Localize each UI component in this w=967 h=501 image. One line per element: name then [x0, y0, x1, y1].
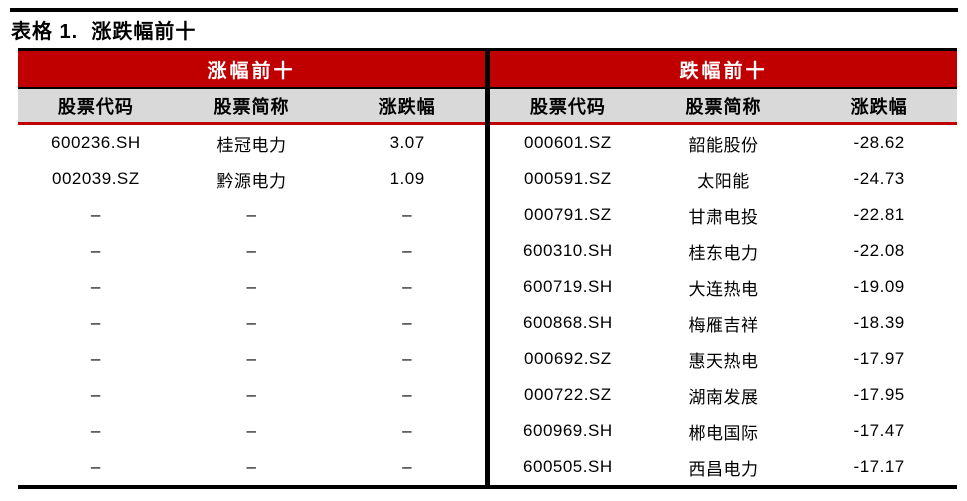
stock-name-cell: 韶能股份	[688, 135, 759, 155]
subtable-divider	[485, 51, 490, 485]
stock-code-cell: –	[90, 421, 101, 440]
stock-name-cell: –	[246, 421, 257, 440]
stock-code-cell: 600719.SH	[523, 277, 613, 296]
losers-column-header-row: 股票代码 股票简称 涨跌幅	[490, 89, 957, 125]
stock-name-cell: –	[246, 313, 257, 332]
stock-name-cell: –	[246, 457, 257, 476]
change-cell: –	[402, 277, 413, 296]
losers-group-header: 跌幅前十	[490, 51, 957, 89]
stock-name-cell: –	[246, 277, 257, 296]
table-row: 600505.SH 西昌电力 -17.17	[490, 449, 957, 485]
stock-code-cell: 600868.SH	[523, 313, 613, 332]
table-row: 000591.SZ 太阳能 -24.73	[490, 161, 957, 197]
losers-rows: 000601.SZ 韶能股份 -28.62 000591.SZ 太阳能 -24.73 000…	[490, 125, 957, 485]
stock-code-cell: 600505.SH	[523, 457, 613, 476]
stock-code-cell: 600969.SH	[523, 421, 613, 440]
change-cell: 1.09	[389, 169, 425, 188]
change-cell: -28.62	[853, 133, 905, 152]
stock-name-cell: –	[246, 349, 257, 368]
table-row: 000692.SZ 惠天热电 -17.97	[490, 341, 957, 377]
change-cell: -22.81	[853, 205, 905, 224]
table-row: – – –	[18, 341, 485, 377]
losers-column-header-change: 涨跌幅	[850, 96, 908, 117]
stock-name-cell: 太阳能	[697, 171, 750, 191]
stock-name-cell: –	[246, 385, 257, 404]
stock-code-cell: 600310.SH	[523, 241, 613, 260]
change-cell: -17.17	[853, 457, 905, 476]
table-row: 000601.SZ 韶能股份 -28.62	[490, 125, 957, 161]
change-cell: –	[402, 349, 413, 368]
table-row: – – –	[18, 449, 485, 485]
change-cell: -19.09	[853, 277, 905, 296]
losers-subtable: 跌幅前十 股票代码 股票简称 涨跌幅 000601.SZ 韶能股份 -28.62 00…	[490, 51, 957, 485]
gainers-column-header-code: 股票代码	[57, 96, 134, 117]
gainers-rows: 600236.SH 桂冠电力 3.07 002039.SZ 黔源电力 1.09 – – – – – –…	[18, 125, 485, 485]
stock-name-cell: –	[246, 205, 257, 224]
change-cell: -17.97	[853, 349, 905, 368]
gainers-losers-table: 涨幅前十 股票代码 股票简称 涨跌幅 600236.SH 桂冠电力 3.07 0020…	[18, 48, 957, 489]
table-row: – – –	[18, 197, 485, 233]
stock-code-cell: –	[90, 205, 101, 224]
stock-name-cell: 桂冠电力	[216, 135, 287, 155]
table-row: 600236.SH 桂冠电力 3.07	[18, 125, 485, 161]
stock-code-cell: 002039.SZ	[51, 169, 140, 188]
change-cell: –	[402, 241, 413, 260]
table-row: 600310.SH 桂东电力 -22.08	[490, 233, 957, 269]
table-row: – – –	[18, 413, 485, 449]
stock-code-cell: 000591.SZ	[523, 169, 612, 188]
stock-code-cell: 000722.SZ	[523, 385, 612, 404]
change-cell: -18.39	[853, 313, 905, 332]
stock-code-cell: 000601.SZ	[523, 133, 612, 152]
change-cell: –	[402, 457, 413, 476]
stock-name-cell: 郴电国际	[688, 423, 759, 443]
table-row: – – –	[18, 305, 485, 341]
stock-code-cell: –	[90, 457, 101, 476]
table-row: 600868.SH 梅雁吉祥 -18.39	[490, 305, 957, 341]
change-cell: 3.07	[389, 133, 425, 152]
gainers-column-header-name: 股票简称	[213, 96, 290, 117]
stock-name-cell: 黔源电力	[216, 171, 287, 191]
stock-name-cell: 梅雁吉祥	[688, 315, 759, 335]
losers-column-header-code: 股票代码	[529, 96, 606, 117]
gainers-column-header-row: 股票代码 股票简称 涨跌幅	[18, 89, 485, 125]
stock-name-cell: –	[246, 241, 257, 260]
change-cell: –	[402, 205, 413, 224]
stock-code-cell: –	[90, 241, 101, 260]
stock-name-cell: 惠天热电	[688, 351, 759, 371]
losers-column-header-name: 股票简称	[685, 96, 762, 117]
gainers-subtable: 涨幅前十 股票代码 股票简称 涨跌幅 600236.SH 桂冠电力 3.07 0020…	[18, 51, 485, 485]
table-row: – – –	[18, 233, 485, 269]
table-row: 002039.SZ 黔源电力 1.09	[18, 161, 485, 197]
gainers-group-header: 涨幅前十	[18, 51, 485, 89]
table-row: 000791.SZ 甘肃电投 -22.81	[490, 197, 957, 233]
stock-code-cell: –	[90, 385, 101, 404]
table-row: 600719.SH 大连热电 -19.09	[490, 269, 957, 305]
table-row: 000722.SZ 湖南发展 -17.95	[490, 377, 957, 413]
stock-code-cell: 000692.SZ	[523, 349, 612, 368]
caption-top-rule	[10, 8, 958, 12]
gainers-column-header-change: 涨跌幅	[378, 96, 436, 117]
stock-code-cell: 600236.SH	[51, 133, 141, 152]
change-cell: –	[402, 313, 413, 332]
change-cell: –	[402, 385, 413, 404]
stock-code-cell: –	[90, 313, 101, 332]
stock-code-cell: –	[90, 349, 101, 368]
table-row: – – –	[18, 269, 485, 305]
table-row: – – –	[18, 377, 485, 413]
stock-name-cell: 大连热电	[688, 279, 759, 299]
stock-name-cell: 湖南发展	[688, 387, 759, 407]
stock-name-cell: 桂东电力	[688, 243, 759, 263]
stock-name-cell: 甘肃电投	[688, 207, 759, 227]
table-row: 600969.SH 郴电国际 -17.47	[490, 413, 957, 449]
change-cell: -17.47	[853, 421, 905, 440]
change-cell: -17.95	[853, 385, 905, 404]
table-caption: 表格 1. 涨跌幅前十	[11, 21, 197, 43]
change-cell: –	[402, 421, 413, 440]
change-cell: -24.73	[853, 169, 905, 188]
change-cell: -22.08	[853, 241, 905, 260]
stock-code-cell: –	[90, 277, 101, 296]
stock-name-cell: 西昌电力	[688, 459, 759, 479]
stock-code-cell: 000791.SZ	[523, 205, 612, 224]
